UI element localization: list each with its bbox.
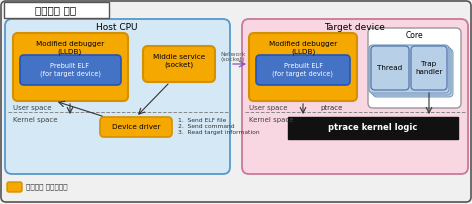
Bar	[4, 2, 109, 18]
Text: Trap
handler: Trap handler	[415, 61, 443, 75]
FancyBboxPatch shape	[371, 46, 409, 90]
Text: Thread: Thread	[378, 65, 403, 71]
Text: 2.  Send command: 2. Send command	[178, 124, 235, 129]
FancyBboxPatch shape	[7, 182, 22, 192]
Text: User space: User space	[13, 105, 51, 111]
FancyBboxPatch shape	[368, 28, 461, 108]
Text: Network
(socket): Network (socket)	[220, 52, 245, 62]
FancyBboxPatch shape	[13, 33, 128, 101]
Text: Modified debugger
(LLDB): Modified debugger (LLDB)	[36, 41, 104, 55]
FancyBboxPatch shape	[369, 45, 449, 93]
Text: Modified debugger
(LLDB): Modified debugger (LLDB)	[269, 41, 337, 55]
Text: Prebuilt ELF
(for target device): Prebuilt ELF (for target device)	[40, 63, 101, 77]
FancyBboxPatch shape	[20, 55, 121, 85]
Text: 3.  Read target information: 3. Read target information	[178, 130, 260, 135]
FancyBboxPatch shape	[411, 46, 447, 90]
Text: Target device: Target device	[325, 22, 386, 31]
Text: 개발대상 소프트웨어: 개발대상 소프트웨어	[26, 184, 67, 190]
FancyBboxPatch shape	[100, 117, 172, 137]
Text: 실험환경 구성: 실험환경 구성	[35, 6, 76, 16]
Text: Kernel space: Kernel space	[249, 117, 294, 123]
Text: ptrace: ptrace	[320, 105, 342, 111]
FancyBboxPatch shape	[371, 47, 451, 95]
Text: Core: Core	[405, 31, 423, 41]
Text: Kernel space: Kernel space	[13, 117, 58, 123]
FancyBboxPatch shape	[5, 19, 230, 174]
Text: ptrace kernel logic: ptrace kernel logic	[329, 123, 418, 133]
Bar	[288, 117, 458, 139]
Text: User space: User space	[249, 105, 287, 111]
FancyBboxPatch shape	[242, 19, 468, 174]
FancyBboxPatch shape	[256, 55, 350, 85]
Text: Host CPU: Host CPU	[96, 22, 138, 31]
FancyBboxPatch shape	[373, 49, 453, 97]
Text: Middle service
(socket): Middle service (socket)	[153, 54, 205, 68]
FancyBboxPatch shape	[143, 46, 215, 82]
Text: 1.  Send ELF file: 1. Send ELF file	[178, 118, 227, 123]
Text: Prebuilt ELF
(for target device): Prebuilt ELF (for target device)	[272, 63, 334, 77]
Text: Device driver: Device driver	[112, 124, 160, 130]
FancyBboxPatch shape	[249, 33, 357, 101]
